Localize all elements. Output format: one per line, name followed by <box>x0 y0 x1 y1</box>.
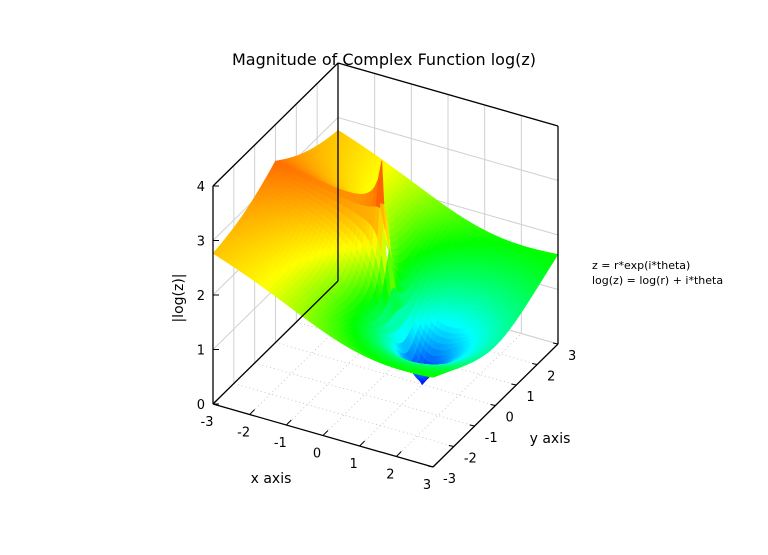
x-tick-label: -3 <box>201 415 214 430</box>
y-tick-label: 2 <box>547 370 555 385</box>
y-tick-mark <box>511 384 516 385</box>
y-tick-mark <box>470 425 475 426</box>
z-tick-label: 3 <box>197 235 205 250</box>
x-tick-mark <box>396 452 401 457</box>
y-tick-label: -2 <box>464 452 477 467</box>
x-tick-label: -2 <box>237 426 250 441</box>
x-tick-label: 3 <box>423 478 431 493</box>
y-tick-label: 1 <box>526 390 534 405</box>
y-tick-label: 0 <box>506 411 514 426</box>
x-tick-mark <box>433 462 438 467</box>
y-axis-label: y axis <box>530 431 571 447</box>
z-tick-label: 1 <box>197 344 205 359</box>
y-tick-mark <box>449 446 454 447</box>
x-tick-mark <box>286 420 291 425</box>
x-tick-mark <box>323 431 328 436</box>
x-tick-label: 2 <box>386 468 394 483</box>
x-tick-mark <box>250 410 255 415</box>
annotation-polar-form: z = r*exp(i*theta) <box>592 259 690 273</box>
z-tick-label: 4 <box>197 180 205 195</box>
y-tick-label: -3 <box>443 472 456 487</box>
y-tick-label: -1 <box>485 431 498 446</box>
z-axis-label: |log(z)| <box>171 273 187 322</box>
x-tick-mark <box>213 399 218 404</box>
surface-facet <box>429 376 435 377</box>
surface-mesh <box>213 130 558 384</box>
z-tick-label: 2 <box>197 289 205 304</box>
x-tick-label: 0 <box>313 447 321 462</box>
x-tick-mark <box>360 441 365 446</box>
x-tick-label: -1 <box>274 436 287 451</box>
y-tick-mark <box>532 364 537 365</box>
chart-title: Magnitude of Complex Function log(z) <box>232 50 536 69</box>
y-tick-label: 3 <box>568 349 576 364</box>
z-tick-label: 0 <box>197 398 205 413</box>
x-axis-label: x axis <box>251 471 292 487</box>
x-tick-label: 1 <box>350 457 358 472</box>
base-gridline <box>234 384 454 447</box>
y-tick-mark <box>491 405 496 406</box>
annotation-log-identity: log(z) = log(r) + i*theta <box>592 274 723 288</box>
y-tick-mark <box>553 343 558 344</box>
